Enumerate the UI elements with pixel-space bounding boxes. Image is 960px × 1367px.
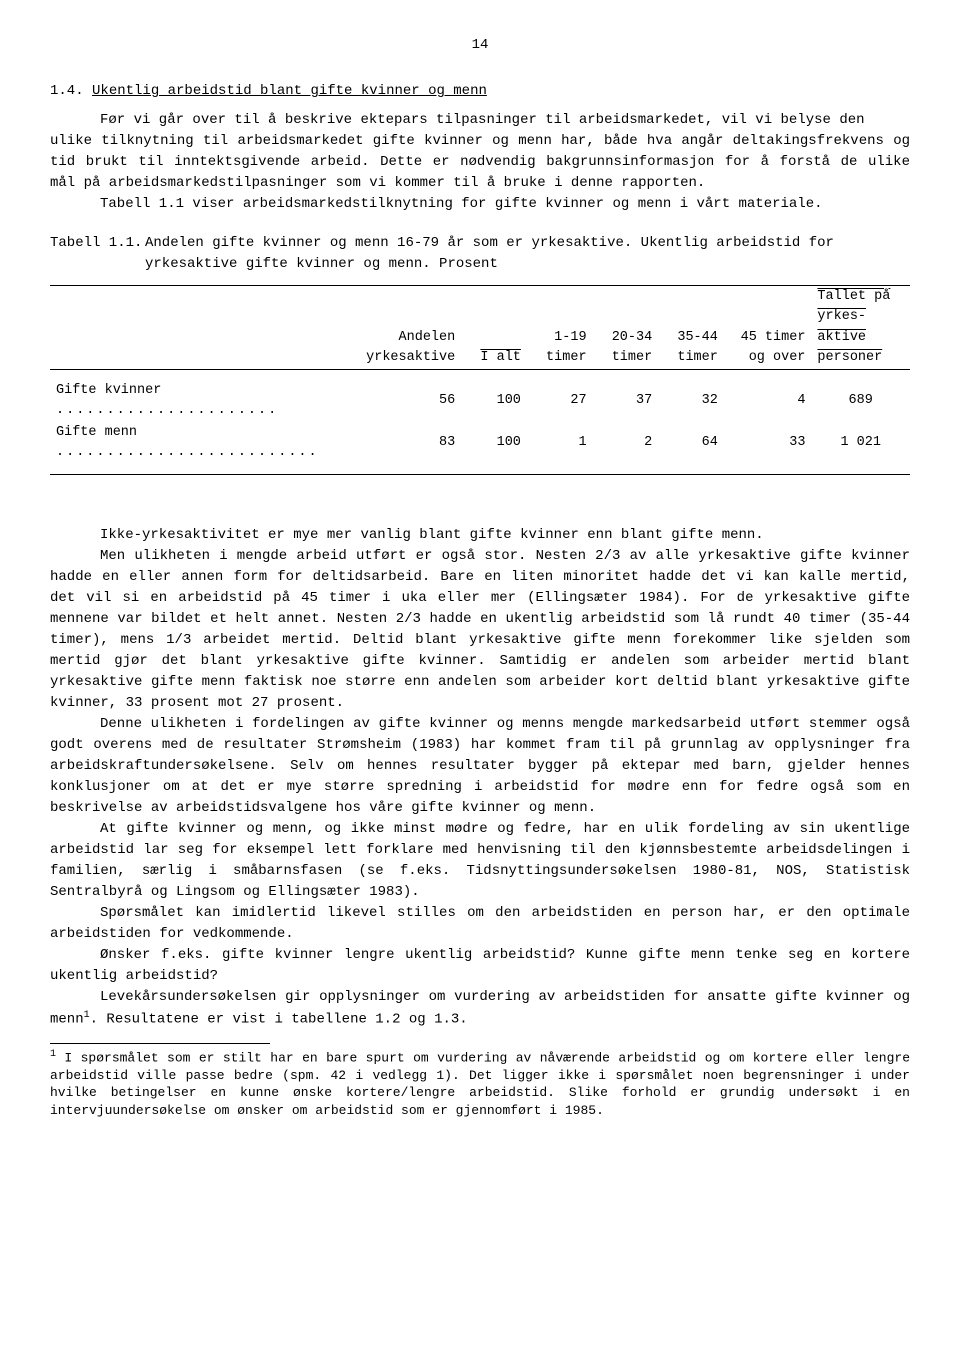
- row-gm-label: Gifte menn: [56, 425, 137, 440]
- row-gm-1-19: 1: [527, 422, 593, 465]
- footnote-separator: [50, 1043, 270, 1044]
- section-heading: 1.4. Ukentlig arbeidstid blant gifte kvi…: [50, 81, 910, 102]
- row-gm-45: 33: [724, 422, 812, 465]
- row-gm-tallet: 1 021: [811, 422, 910, 465]
- paragraph-1b: ulike tilknytning til arbeidsmarkedet gi…: [50, 131, 910, 194]
- row-gk-45: 4: [724, 380, 812, 423]
- page-number: 14: [50, 35, 910, 56]
- row-gm-20-34: 2: [593, 422, 659, 465]
- th-45: 45 timer og over: [724, 286, 812, 370]
- th-1-19: 1-19 timer: [527, 286, 593, 370]
- row-gm-35-44: 64: [658, 422, 724, 465]
- paragraph-5: At gifte kvinner og menn, og ikke minst …: [50, 819, 910, 903]
- paragraph-2: Ikke-yrkesaktivitet er mye mer vanlig bl…: [50, 525, 910, 546]
- row-gk-tallet: 689: [811, 380, 910, 423]
- row-gm-ialt: 100: [461, 422, 527, 465]
- paragraph-3: Men ulikheten i mengde arbeid utført er …: [50, 546, 910, 714]
- th-andelen: Andelen yrkesaktive: [351, 286, 462, 370]
- section-title: Ukentlig arbeidstid blant gifte kvinner …: [92, 83, 487, 99]
- paragraph-7: Ønsker f.eks. gifte kvinner lengre ukent…: [50, 945, 910, 987]
- footnote-1: 1 I spørsmålet som er stilt har en bare …: [50, 1048, 910, 1120]
- th-ialt: I alt: [461, 286, 527, 370]
- paragraph-1c: Tabell 1.1 viser arbeidsmarkedstilknytni…: [50, 194, 910, 215]
- row-gk-label: Gifte kvinner: [56, 383, 161, 398]
- row-gk-20-34: 37: [593, 380, 659, 423]
- row-gk-1-19: 27: [527, 380, 593, 423]
- table-1: Andelen yrkesaktive I alt 1-19 timer 20-…: [50, 285, 910, 477]
- paragraph-1a: Før vi går over til å beskrive ektepars …: [50, 110, 910, 131]
- footnote-text-1: I spørsmålet som er stilt har en bare sp…: [50, 1050, 910, 1118]
- paragraph-8: Levekårsundersøkelsen gir opplysninger o…: [50, 987, 910, 1031]
- row-gk-35-44: 32: [658, 380, 724, 423]
- row-gk-andelen: 56: [351, 380, 462, 423]
- th-20-34: 20-34 timer: [593, 286, 659, 370]
- table-1-caption: Tabell 1.1. Andelen gifte kvinner og men…: [50, 233, 910, 275]
- row-gk-ialt: 100: [461, 380, 527, 423]
- th-tallet: Tallet på yrkes- aktive personer: [811, 286, 910, 370]
- section-number: 1.4.: [50, 83, 84, 99]
- th-35-44: 35-44 timer: [658, 286, 724, 370]
- table-1-caption-label: Tabell 1.1.: [50, 233, 145, 275]
- table-1-caption-text: Andelen gifte kvinner og menn 16-79 år s…: [145, 233, 910, 275]
- paragraph-8b: . Resultatene er vist i tabellene 1.2 og…: [90, 1012, 468, 1028]
- paragraph-6: Spørsmålet kan imidlertid likevel stille…: [50, 903, 910, 945]
- row-gm-andelen: 83: [351, 422, 462, 465]
- paragraph-4: Denne ulikheten i fordelingen av gifte k…: [50, 714, 910, 819]
